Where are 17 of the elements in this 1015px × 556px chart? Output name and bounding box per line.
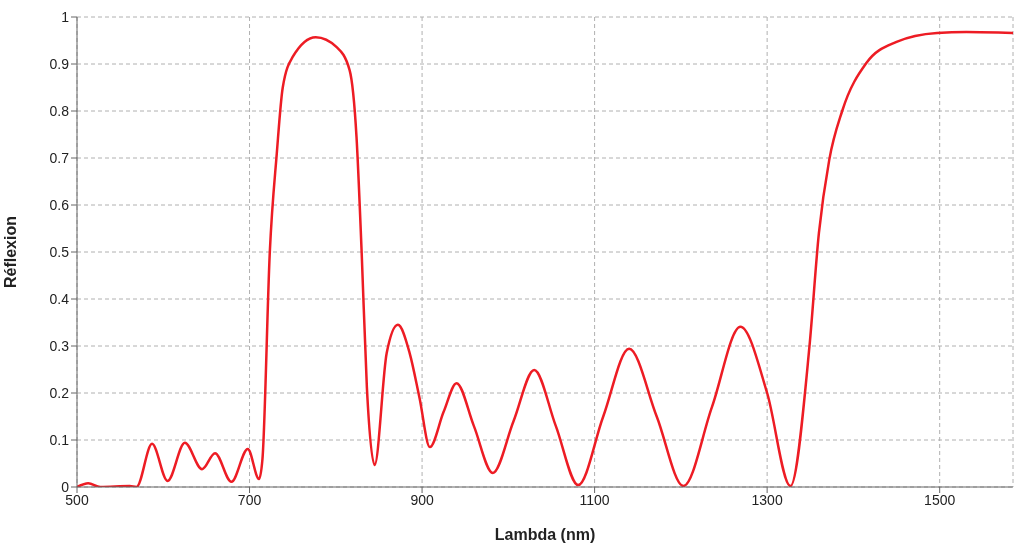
- x-axis-title: Lambda (nm): [494, 526, 596, 543]
- y-axis-title: Réflexion: [1, 215, 19, 289]
- x-tick-label: 700: [237, 491, 262, 508]
- y-tick-label: 0.8: [49, 102, 70, 119]
- y-tick-label: 0.3: [49, 337, 70, 354]
- y-tick-label: 0.7: [49, 149, 70, 166]
- x-tick-label: 1300: [751, 491, 783, 508]
- y-tick-label: 0.4: [49, 290, 70, 307]
- y-tick-label: 0.1: [49, 431, 70, 448]
- y-tick-label: 0.2: [49, 384, 70, 401]
- y-tick-label: 0.6: [49, 196, 70, 213]
- x-tick-label: 1100: [579, 491, 610, 508]
- y-tick-label: 1: [61, 8, 70, 25]
- x-tick-label: 900: [410, 491, 434, 508]
- y-tick-label: 0.5: [49, 243, 70, 260]
- x-tick-label: 1500: [924, 491, 956, 508]
- y-tick-label: 0.9: [49, 55, 70, 72]
